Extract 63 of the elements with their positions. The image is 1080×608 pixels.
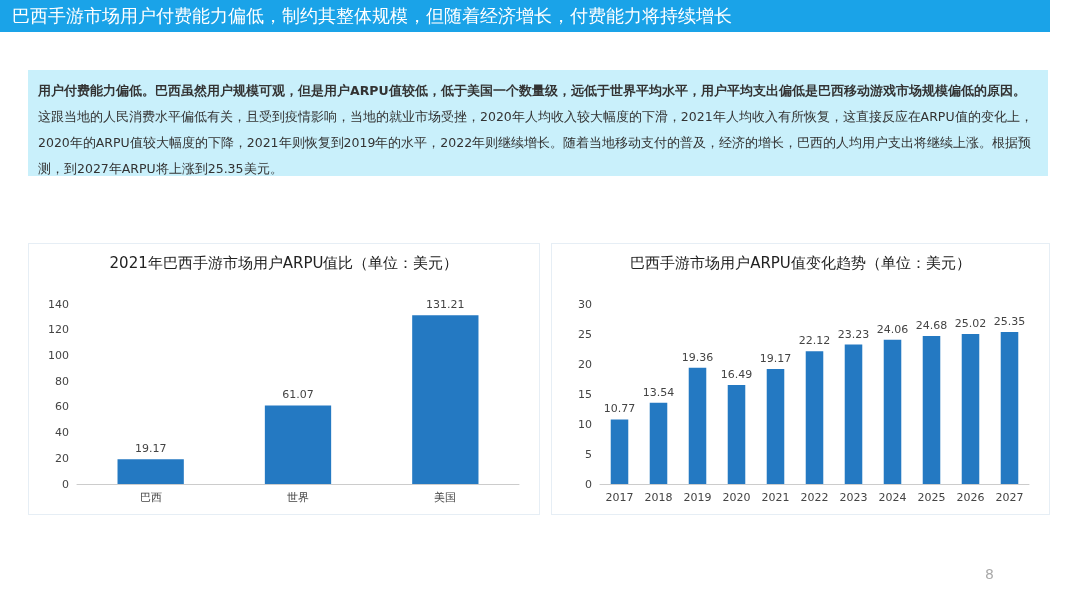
x-tick-label: 2019 [683, 491, 712, 504]
bar [766, 368, 785, 484]
x-tick-label: 巴西 [139, 491, 162, 504]
x-tick-label: 世界 [287, 491, 309, 504]
x-tick-label: 2020 [722, 491, 751, 504]
data-label: 19.36 [681, 350, 714, 364]
data-label: 24.06 [876, 322, 909, 336]
bar [649, 402, 668, 484]
y-tick-label: 80 [55, 374, 69, 388]
y-tick-label: 15 [578, 387, 592, 401]
bar [688, 367, 707, 484]
x-tick-label: 2021 [761, 491, 790, 504]
y-tick-label: 25 [578, 327, 592, 341]
x-tick-label: 2025 [917, 491, 946, 504]
data-label: 25.02 [954, 316, 987, 330]
data-label: 10.77 [603, 402, 636, 416]
data-label: 22.12 [798, 334, 831, 348]
x-tick-label: 2022 [800, 491, 829, 504]
bar [961, 333, 980, 484]
x-tick-label: 2023 [839, 491, 868, 504]
bar [610, 419, 629, 484]
y-tick-label: 30 [578, 297, 592, 311]
text: 这跟当地的人民消费水平偏低有关，且受到疫情影响，当地的就业市场受挫，2020年人均收入较大幅度的下滑，2021年人均收入有所恢复，这直接反应在ARPU值的变化上，2020年的ARPU值较大幅度的下降，2021年则恢复到2019年的水平，2022年则继续增长。随着当地移动支付的普及，经济的增长，巴西的人均用户支出将继续上涨。根据预测，到2027年ARPU将上涨到25.35美元。 [38, 109, 1033, 176]
x-tick-label: 2017 [605, 491, 634, 504]
bar [883, 339, 902, 484]
x-tick-label: 2027 [995, 491, 1024, 504]
y-tick-label: 10 [578, 417, 592, 431]
y-tick-label: 0 [585, 477, 592, 491]
y-tick-label: 0 [62, 477, 69, 491]
y-tick-label: 100 [48, 348, 69, 362]
text: 巴西手游市场用户付费能力偏低，制约其整体规模，但随着经济增长，付费能力将持续增长 [0, 0, 1050, 32]
bar [844, 344, 863, 484]
data-label: 16.49 [720, 368, 753, 382]
text: 用户付费能力偏低。巴西虽然用户规模可观，但是用户ARPU值较低，低于美国一个数量级，远低于世界平均水平，用户平均支出偏低是巴西移动游戏市场规模偏低的原因。 [38, 83, 1026, 98]
y-tick-label: 40 [55, 426, 69, 440]
y-tick-label: 140 [48, 297, 69, 311]
bar [1000, 331, 1019, 484]
data-label: 23.23 [837, 327, 870, 341]
y-tick-label: 60 [55, 400, 69, 414]
chart-title: 巴西手游市场用户ARPU值变化趋势（单位：美元） [630, 253, 971, 272]
data-label: 131.21 [426, 298, 465, 312]
data-label: 61.07 [282, 388, 314, 402]
bar [727, 385, 746, 484]
bar [922, 335, 941, 484]
bar [805, 351, 824, 484]
x-tick-label: 2024 [878, 491, 907, 504]
x-tick-label: 2018 [644, 491, 673, 504]
bar [264, 405, 332, 484]
chart-title: 2021年巴西手游市场用户ARPU值比（单位：美元） [109, 253, 459, 272]
data-label: 19.17 [134, 442, 167, 456]
bar [412, 315, 479, 484]
y-tick-label: 20 [55, 451, 69, 465]
y-tick-label: 5 [585, 447, 592, 461]
text: 8 [985, 566, 994, 582]
bar [117, 459, 184, 484]
data-label: 13.54 [642, 385, 675, 399]
data-label: 19.17 [759, 351, 792, 365]
data-label: 25.35 [993, 314, 1026, 328]
x-tick-label: 2026 [956, 491, 985, 504]
y-tick-label: 20 [578, 357, 592, 371]
y-tick-label: 120 [48, 323, 69, 337]
x-tick-label: 美国 [434, 491, 457, 504]
data-label: 24.68 [915, 318, 948, 332]
